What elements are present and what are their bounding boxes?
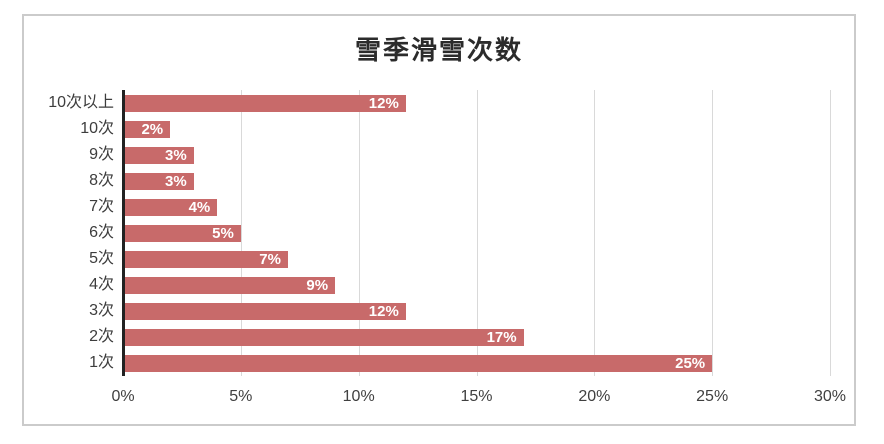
bar-value-label: 25%: [675, 354, 706, 372]
bar-row: 1次 25%: [89, 350, 830, 376]
category-label: 6次: [89, 224, 114, 241]
bar: 2%: [123, 120, 171, 138]
bar-value-label: 3%: [165, 172, 187, 190]
bar: 12%: [123, 94, 406, 112]
category-label: 10次以上: [48, 94, 114, 111]
bar-row: 2次 17%: [89, 324, 830, 350]
bar-value-label: 5%: [212, 224, 234, 242]
x-tick-label: 10%: [342, 388, 375, 405]
bar-value-label: 9%: [306, 276, 329, 294]
bar: 4%: [123, 198, 218, 216]
chart-title: 雪季滑雪次数: [354, 36, 523, 66]
bar-value-label: 4%: [188, 198, 211, 216]
gridline: [712, 90, 714, 376]
bar: 7%: [123, 250, 288, 268]
category-label: 8次: [89, 172, 114, 189]
bar-value-label: 12%: [368, 94, 399, 112]
chart-frame: 雪季滑雪次数 10次以上 12% 10次 2% 9次 3% 8次 3% 7次 4% 6次 5% 5次 7%…: [22, 14, 856, 426]
gridline: [594, 90, 596, 376]
bar: 17%: [123, 328, 524, 346]
bar-row: 10次 2%: [80, 116, 830, 142]
gridline: [830, 90, 831, 376]
x-tick-label: 20%: [578, 388, 611, 405]
bar-value-label: 3%: [165, 146, 187, 164]
bar-row: 4次 9%: [89, 272, 830, 298]
x-tick-label: 25%: [696, 388, 729, 405]
bar-value-label: 7%: [259, 250, 281, 268]
gridline: [358, 90, 360, 376]
bar: 9%: [123, 276, 336, 294]
category-label: 5次: [89, 250, 114, 267]
bar-row: 7次 4%: [89, 194, 830, 220]
bar-row: 8次 3%: [89, 168, 830, 194]
category-label: 1次: [89, 354, 114, 371]
category-axis-line: [122, 90, 125, 376]
bar-value-label: 17%: [486, 328, 517, 346]
category-label: 2次: [89, 328, 114, 345]
x-tick-label: 30%: [813, 388, 847, 405]
plot-area: 10次以上 12% 10次 2% 9次 3% 8次 3% 7次 4% 6次 5% 5次 7% 4次 9% 3次 1…: [48, 90, 831, 376]
bar-row: 9次 3%: [89, 142, 830, 168]
x-tick-label: 5%: [229, 388, 253, 405]
bar-value-label: 2%: [141, 120, 164, 138]
bar-value-label: 12%: [368, 302, 399, 320]
category-label: 3次: [89, 302, 114, 319]
bar: 25%: [123, 354, 713, 372]
bar-row: 10次以上 12%: [48, 90, 830, 116]
gridline: [240, 90, 242, 376]
bar-row: 5次 7%: [89, 246, 830, 272]
bar: 12%: [123, 302, 406, 320]
category-label: 10次: [80, 120, 114, 137]
bar: 5%: [123, 224, 241, 242]
bar-row: 3次 12%: [89, 298, 830, 324]
bar: 3%: [123, 172, 194, 190]
category-label: 9次: [89, 146, 114, 163]
gridline: [476, 90, 478, 376]
category-label: 7次: [89, 198, 114, 215]
x-axis-tick-labels: 0% 5% 10% 15% 20% 25% 30%: [111, 388, 846, 409]
bar: 3%: [123, 146, 194, 164]
bar-rows: 10次以上 12% 10次 2% 9次 3% 8次 3% 7次 4% 6次 5% 5次 7% 4次 9% 3次 1…: [48, 90, 830, 376]
x-tick-label: 15%: [460, 388, 493, 405]
x-tick-label: 0%: [111, 388, 135, 405]
category-label: 4次: [89, 276, 114, 293]
bar-row: 6次 5%: [89, 220, 830, 246]
